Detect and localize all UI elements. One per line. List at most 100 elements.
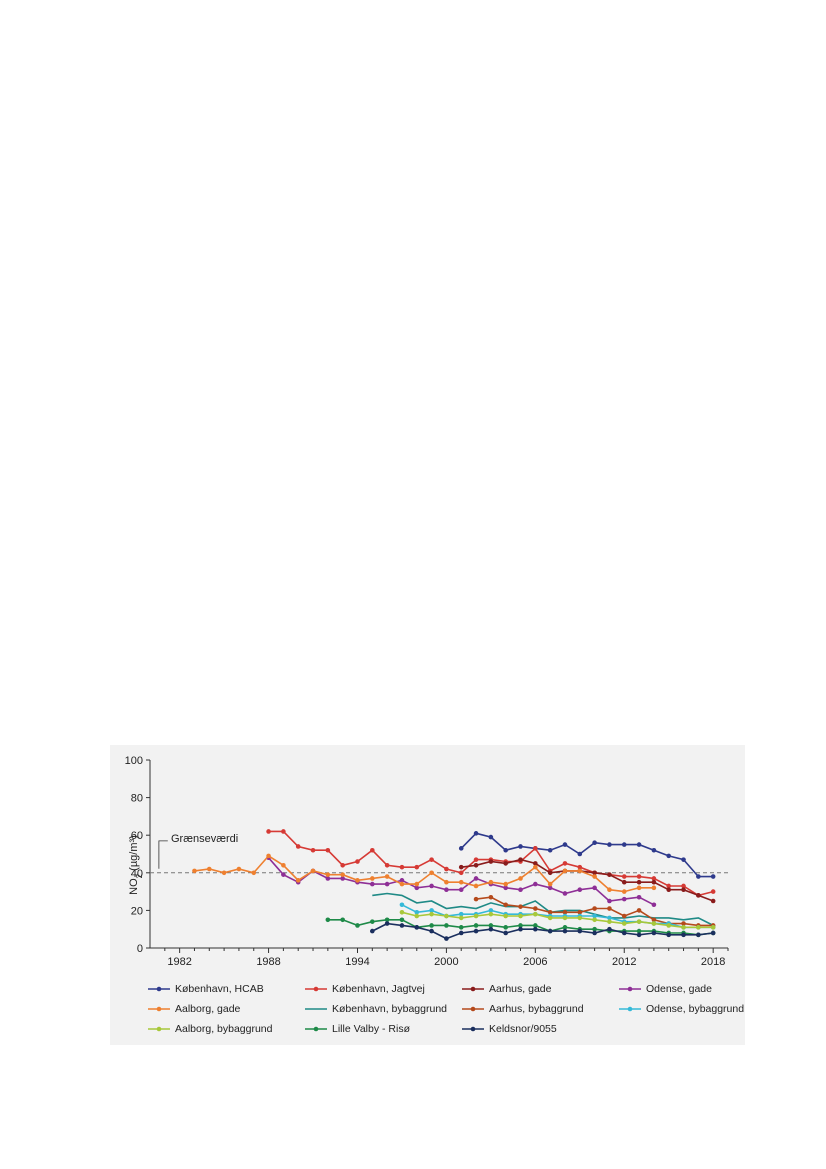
data-point (621, 913, 627, 919)
data-point (636, 908, 642, 913)
data-point (651, 902, 657, 908)
data-point (547, 909, 553, 915)
legend-item: København, HCAB (148, 981, 305, 997)
data-point (547, 885, 553, 891)
legend-label: Aalborg, bybaggrund (175, 1023, 273, 1035)
data-point (518, 857, 523, 862)
data-point (621, 874, 627, 879)
data-point (547, 928, 553, 934)
data-point (458, 925, 464, 930)
series-line (461, 858, 714, 902)
data-point (518, 876, 523, 881)
data-point (473, 928, 479, 934)
data-point (444, 887, 449, 893)
legend-label: Odense, bybaggrund (646, 1003, 745, 1015)
data-point (621, 921, 627, 926)
data-point (533, 864, 538, 870)
data-point (562, 868, 568, 874)
series-københavn-bybaggrund (372, 892, 714, 927)
series-line (371, 922, 714, 940)
data-point (473, 883, 479, 889)
data-point (696, 925, 701, 930)
x-tick-label: 2006 (523, 956, 547, 968)
data-point (192, 868, 197, 874)
data-point (518, 844, 523, 849)
data-point (384, 862, 390, 868)
data-point (251, 870, 257, 876)
data-point (710, 930, 716, 936)
data-point (414, 913, 420, 919)
data-point (562, 891, 568, 896)
data-point (384, 917, 390, 923)
data-point (592, 917, 597, 923)
data-point (444, 936, 449, 941)
series-aarhus-bybaggrund (473, 894, 716, 928)
data-point (577, 887, 583, 893)
data-point (636, 928, 642, 934)
reference-line-bracket (158, 840, 168, 869)
series-aalborg-gade (192, 853, 657, 894)
data-point (384, 921, 390, 926)
series-line (460, 832, 714, 878)
data-point (399, 864, 405, 870)
data-point (340, 876, 345, 881)
legend-swatch-marker (313, 986, 319, 992)
data-point (607, 887, 612, 893)
data-point (533, 923, 538, 928)
data-point (458, 870, 464, 876)
data-point (577, 909, 583, 915)
data-point (607, 872, 612, 877)
data-point (429, 870, 434, 876)
legend-swatch-marker (156, 1006, 162, 1012)
data-point (696, 893, 701, 898)
data-point (681, 887, 686, 893)
data-point (562, 861, 568, 866)
data-point (370, 881, 375, 887)
data-point (281, 829, 286, 834)
data-point (710, 889, 716, 894)
data-point (621, 896, 627, 902)
data-point (651, 885, 657, 891)
data-point (621, 842, 627, 847)
legend-item: København, Jagtvej (305, 981, 462, 997)
data-point (399, 917, 405, 923)
data-point (696, 874, 701, 879)
data-point (370, 928, 375, 934)
legend-label: Aarhus, gade (489, 983, 552, 995)
data-point (503, 881, 508, 887)
data-point (592, 870, 597, 876)
data-point (325, 847, 331, 853)
data-point (577, 915, 583, 921)
legend-label: København, Jagtvej (332, 983, 425, 995)
data-point (221, 870, 227, 876)
data-point (562, 915, 568, 921)
data-point (236, 866, 242, 872)
data-point (607, 842, 612, 847)
legend-swatch-marker (470, 1006, 476, 1012)
legend-swatch (462, 1026, 484, 1032)
legend-label: København, bybaggrund (332, 1003, 448, 1015)
data-point (577, 851, 583, 857)
legend-swatch (305, 1026, 327, 1032)
legend-label: Aalborg, gade (175, 1003, 241, 1015)
legend-swatch-marker (627, 1006, 633, 1012)
data-point (533, 906, 538, 911)
data-point (458, 846, 464, 851)
data-point (399, 902, 405, 908)
data-point (429, 928, 434, 934)
data-point (666, 887, 672, 893)
data-point (429, 883, 434, 889)
data-point (592, 885, 597, 891)
data-point (592, 926, 597, 932)
legend-label: Odense, gade (646, 983, 712, 995)
data-point (621, 889, 627, 894)
legend-swatch (148, 986, 170, 992)
data-point (281, 862, 286, 868)
data-point (340, 917, 345, 923)
data-point (473, 831, 479, 836)
legend-swatch-marker (156, 1026, 162, 1032)
data-point (310, 868, 316, 874)
series-line (401, 904, 714, 929)
y-tick-label: 20 (131, 905, 143, 917)
data-point (607, 915, 612, 921)
